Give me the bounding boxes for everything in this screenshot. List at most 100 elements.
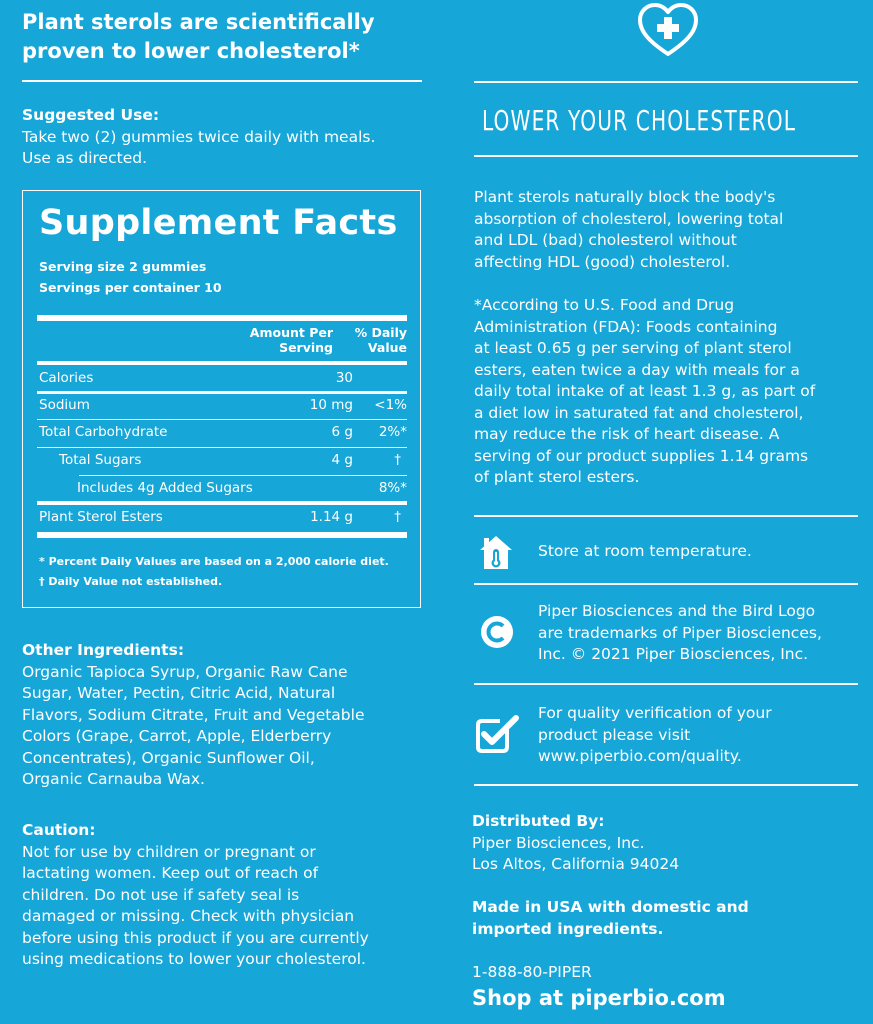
- nutrient-name: Total Sugars: [59, 452, 142, 468]
- fda-line: may reduce the risk of heart disease. A: [474, 425, 780, 443]
- facts-row-calories: Calories 30: [39, 366, 409, 390]
- quality-text: For quality verification of your product…: [538, 703, 868, 768]
- row-line: [37, 419, 407, 420]
- caution-line: before using this product if you are cur…: [22, 928, 369, 947]
- caution-heading: Caution:: [22, 821, 96, 839]
- divider: [474, 583, 858, 585]
- fda-line: Administration (FDA): Foods containing: [474, 317, 778, 336]
- intro-line: and LDL (bad) cholesterol without: [474, 231, 737, 249]
- trademark-line: Piper Biosciences and the Bird Logo: [538, 602, 816, 620]
- nutrient-name: Total Carbohydrate: [39, 424, 168, 440]
- fda-paragraph: *According to U.S. Food and Drug Adminis…: [474, 295, 869, 489]
- quality-line: For quality verification of your: [538, 704, 772, 722]
- intro-line: Plant sterols naturally block the body's: [474, 188, 776, 206]
- supplement-facts-title: Supplement Facts: [39, 203, 398, 243]
- facts-row-sodium: Sodium 10 mg <1%: [39, 393, 409, 417]
- nutrient-amount: 6 g: [331, 424, 353, 440]
- made-in-line: Made in USA with domestic and: [472, 898, 749, 916]
- divider: [22, 80, 422, 82]
- nutrient-name: Sodium: [39, 397, 90, 413]
- header-line: % Daily: [354, 325, 407, 340]
- shop-link[interactable]: Shop at piperbio.com: [472, 986, 726, 1010]
- heart-plus-icon: [636, 2, 700, 60]
- ingredients-line: Organic Carnauba Wax.: [22, 770, 205, 788]
- caution-line: using medications to lower your choleste…: [22, 950, 366, 968]
- nutrient-name: Calories: [39, 370, 94, 386]
- checkmark-badge-icon: [474, 713, 519, 757]
- facts-row-added-sugars: Includes 4g Added Sugars 8%*: [39, 476, 409, 500]
- distributor: Distributed By: Piper Biosciences, Inc. …: [472, 811, 862, 876]
- row-bar: [37, 501, 407, 505]
- ingredients-line: Sugar, Water, Pectin, Citric Acid, Natur…: [22, 684, 336, 702]
- ingredients-line: Flavors, Sodium Citrate, Fruit and Veget…: [22, 705, 365, 724]
- divider: [474, 155, 858, 157]
- divider: [474, 683, 858, 685]
- headline-line: proven to lower cholesterol*: [22, 39, 360, 63]
- caution: Caution: Not for use by children or preg…: [22, 820, 452, 971]
- caution-line: lactating women. Keep out of reach of: [22, 864, 319, 882]
- nutrient-dv: 8%*: [378, 480, 407, 496]
- header-line: Amount Per: [249, 325, 333, 340]
- divider: [474, 515, 858, 517]
- intro-line: absorption of cholesterol, lowering tota…: [474, 209, 784, 228]
- nutrient-dv: †: [394, 509, 401, 525]
- fda-line: serving of our product supplies 1.14 gra…: [474, 446, 809, 465]
- made-in-usa: Made in USA with domestic and imported i…: [472, 897, 862, 940]
- phone-number: 1-888-80-PIPER: [472, 963, 592, 981]
- fda-line: *According to U.S. Food and Drug: [474, 296, 735, 314]
- copyright-icon: [478, 613, 522, 657]
- ingredients-line: Colors (Grape, Carrot, Apple, Elderberry: [22, 727, 332, 745]
- fda-line: at least 0.65 g per serving of plant ste…: [474, 339, 792, 357]
- caution-line: damaged or missing. Check with physician: [22, 907, 355, 925]
- footnote-percent: * Percent Daily Values are based on a 2,…: [39, 555, 389, 568]
- headline: Plant sterols are scientifically proven …: [22, 8, 442, 66]
- facts-row-total-sugars: Total Sugars 4 g †: [39, 448, 409, 472]
- ingredients-line: Organic Tapioca Syrup, Organic Raw Cane: [22, 662, 348, 681]
- fda-line: a diet low in saturated fat and choleste…: [474, 403, 804, 422]
- section-title: LOWER YOUR CHOLESTEROL: [482, 104, 797, 137]
- headline-line: Plant sterols are scientifically: [22, 10, 375, 34]
- nutrient-dv: <1%: [374, 397, 407, 413]
- divider: [474, 81, 858, 83]
- facts-row-plant-sterol: Plant Sterol Esters 1.14 g †: [39, 505, 409, 529]
- nutrient-amount: 1.14 g: [310, 509, 353, 525]
- row-line: [37, 447, 407, 448]
- row-bar: [37, 391, 407, 394]
- supplement-facts-panel: Supplement Facts Serving size 2 gummies …: [22, 190, 421, 608]
- distributor-heading: Distributed By:: [472, 812, 605, 830]
- suggested-use-line: Use as directed.: [22, 149, 147, 167]
- nutrient-amount: 30: [335, 370, 353, 386]
- servings-per-container: Servings per container 10: [39, 280, 222, 295]
- trademark-line: are trademarks of Piper Biosciences,: [538, 623, 822, 642]
- other-ingredients-heading: Other Ingredients:: [22, 641, 185, 659]
- footnote-dagger: † Daily Value not established.: [39, 575, 223, 588]
- row-line: [79, 475, 407, 476]
- fda-line: esters, eaten twice a day with meals for…: [474, 360, 800, 379]
- thick-bar: [37, 315, 407, 321]
- intro-line: affecting HDL (good) cholesterol.: [474, 252, 731, 271]
- caution-line: children. Do not use if safety seal is: [22, 885, 300, 904]
- quality-line: www.piperbio.com/quality.: [538, 747, 742, 765]
- nutrient-amount: 4 g: [331, 452, 353, 468]
- other-ingredients: Other Ingredients: Organic Tapioca Syrup…: [22, 640, 452, 791]
- facts-row-carbohydrate: Total Carbohydrate 6 g 2%*: [39, 420, 409, 444]
- distributor-line: Piper Biosciences, Inc.: [472, 833, 645, 852]
- nutrient-name: Includes 4g Added Sugars: [77, 480, 253, 496]
- trademark-line: Inc. © 2021 Piper Biosciences, Inc.: [538, 645, 809, 663]
- daily-value-header: % Daily Value: [343, 325, 407, 355]
- nutrient-dv: 2%*: [378, 424, 407, 440]
- suggested-use-heading: Suggested Use:: [22, 106, 160, 124]
- nutrient-dv: †: [394, 452, 401, 468]
- suggested-use: Suggested Use: Take two (2) gummies twic…: [22, 105, 442, 170]
- fda-line: daily total intake of at least 1.3 g, as…: [474, 382, 816, 400]
- header-line: Serving: [279, 340, 333, 355]
- trademark-text: Piper Biosciences and the Bird Logo are …: [538, 601, 868, 666]
- medium-bar: [37, 361, 407, 365]
- house-thermometer-icon: [474, 532, 518, 576]
- ingredients-line: Concentrates), Organic Sunflower Oil,: [22, 748, 315, 767]
- suggested-use-line: Take two (2) gummies twice daily with me…: [22, 127, 376, 146]
- caution-line: Not for use by children or pregnant or: [22, 842, 316, 861]
- divider: [474, 784, 858, 786]
- quality-line: product please visit: [538, 725, 691, 744]
- amount-per-serving-header: Amount Per Serving: [223, 325, 333, 355]
